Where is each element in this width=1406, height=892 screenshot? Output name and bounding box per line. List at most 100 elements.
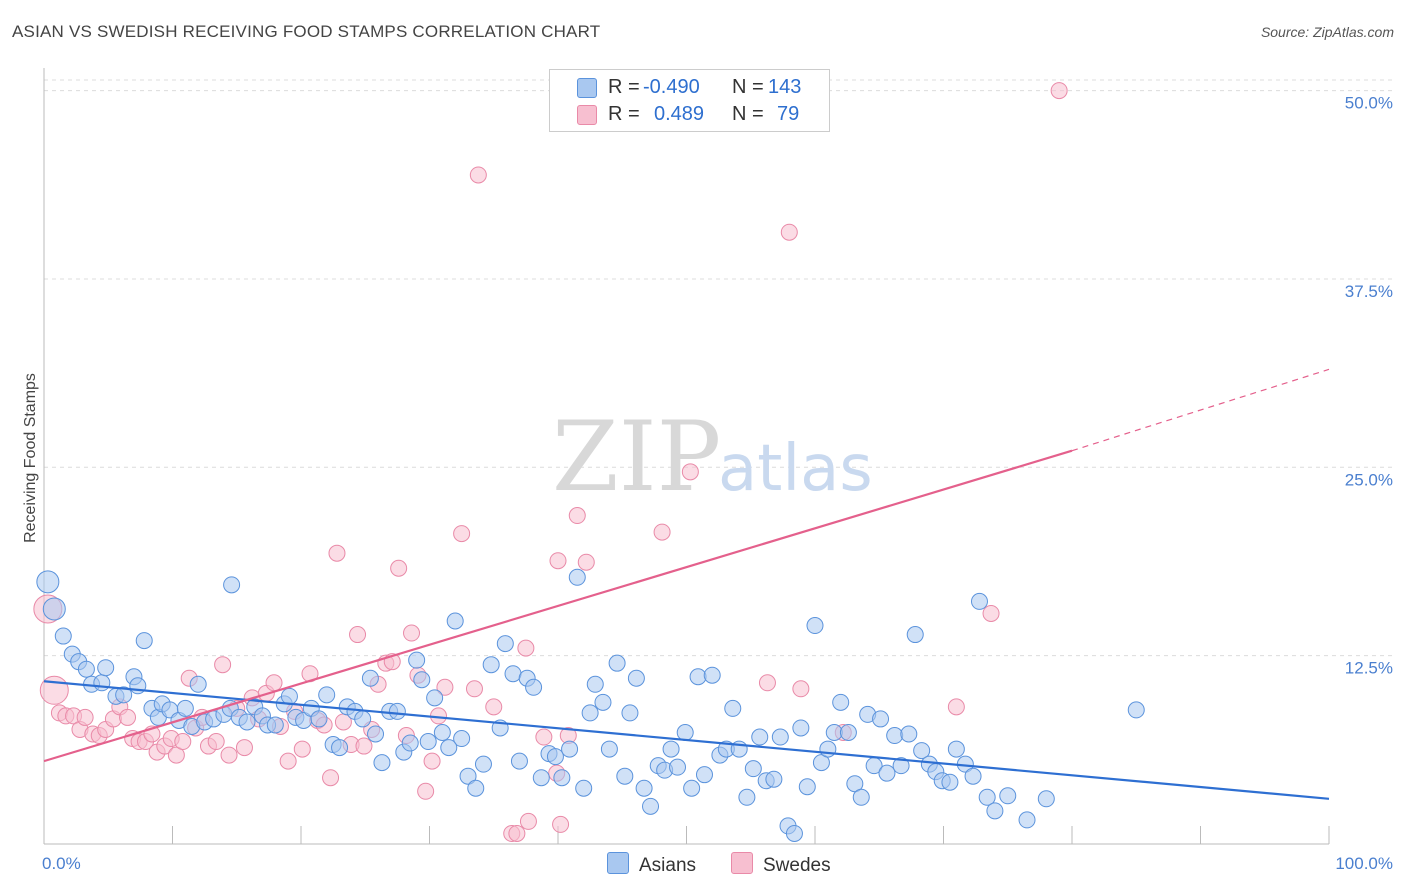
asian-point [525, 678, 543, 696]
asian-point [318, 686, 336, 704]
swedes-legend-label: Swedes [763, 855, 831, 876]
asian-point [419, 733, 437, 751]
swede-point [653, 523, 671, 541]
legend-n-value: 79 [777, 103, 800, 125]
x-tick-label: 0.0% [42, 854, 81, 873]
asian-point [616, 767, 634, 785]
x-tick-labels: 0.0% 100.0% [42, 854, 1393, 873]
legend-n-label: N = [732, 76, 764, 98]
swede-point [1050, 82, 1068, 100]
y-tick-labels: 12.5% 25.0% 37.5% 50.0% [1345, 94, 1393, 678]
asian-point [806, 617, 824, 635]
swede-point [549, 552, 567, 570]
asian-point [459, 767, 477, 785]
swede-point [235, 739, 253, 757]
swede-point [207, 733, 225, 751]
asian-point [354, 710, 372, 728]
legend-n-value: 143 [768, 76, 802, 98]
asians-swatch [577, 78, 597, 98]
asian-point [586, 675, 604, 693]
asian-point [408, 651, 426, 669]
asian-point [433, 723, 451, 741]
asian-point [401, 734, 419, 752]
swede-point [780, 223, 798, 241]
y-tick-label: 25.0% [1345, 470, 1393, 489]
asian-point [1037, 790, 1055, 808]
swede-point [982, 604, 1000, 622]
swedes-legend-swatch [731, 852, 753, 874]
asians-points [36, 568, 1145, 842]
asian-point [765, 770, 783, 788]
swede-point [322, 769, 340, 787]
asian-point [906, 626, 924, 644]
swede-point [465, 680, 483, 698]
swede-point [519, 812, 537, 830]
swede-point [485, 698, 503, 716]
asian-point [695, 766, 713, 784]
asian-point [892, 757, 910, 775]
asian-point [1127, 701, 1145, 719]
swedes-points [33, 82, 1068, 842]
asian-point [999, 787, 1017, 805]
asian-point [878, 764, 896, 782]
asian-point [467, 779, 485, 797]
asian-point [189, 675, 207, 693]
asian-point [93, 674, 111, 692]
asian-point [635, 779, 653, 797]
asian-point [361, 669, 379, 687]
asian-point [54, 627, 72, 645]
asian-point [744, 760, 762, 778]
asian-point [426, 689, 444, 707]
swede-point [214, 656, 232, 674]
asian-point [367, 725, 385, 743]
watermark: ZIP atlas [552, 401, 873, 513]
asian-point [266, 716, 284, 734]
asians-legend-label: Asians [639, 855, 697, 876]
asian-point [581, 704, 599, 722]
swede-point [265, 674, 283, 692]
asians-trend-line [43, 680, 1330, 800]
asian-point [310, 710, 328, 728]
asian-point [970, 592, 988, 610]
asian-point [832, 693, 850, 711]
swede-point [436, 678, 454, 696]
asian-point [689, 668, 707, 686]
asian-point [553, 769, 571, 787]
asian-point [798, 778, 816, 796]
asian-point [238, 713, 256, 731]
asian-point [964, 767, 982, 785]
asian-point [839, 723, 857, 741]
swede-point [517, 639, 535, 657]
asian-point [482, 656, 500, 674]
asian-point [42, 597, 66, 621]
swede-point [220, 746, 238, 764]
asian-point [331, 739, 349, 757]
swede-point [792, 680, 810, 698]
asian-point [568, 568, 586, 586]
swede-point [568, 507, 586, 525]
swede-point [328, 544, 346, 562]
watermark-zip: ZIP [552, 401, 721, 513]
legend-n-label: N = [732, 103, 764, 125]
asian-point [872, 710, 890, 728]
swedes-swatch [577, 105, 597, 125]
y-tick-label: 37.5% [1345, 282, 1393, 301]
legend-r-value: -0.490 [643, 76, 700, 98]
swede-point [403, 624, 421, 642]
asian-point [388, 702, 406, 720]
asian-point [852, 788, 870, 806]
asian-point [532, 769, 550, 787]
asian-point [413, 671, 431, 689]
asian-point [785, 824, 803, 842]
x-tick-label: 100.0% [1335, 854, 1393, 873]
asian-point [176, 699, 194, 717]
swede-point [417, 782, 435, 800]
y-axis-label: Receiving Food Stamps [22, 373, 39, 543]
legend-row-swedes: R = 0.489 N = 79 [550, 101, 829, 127]
asian-point [669, 758, 687, 776]
swede-point [681, 463, 699, 481]
asian-point [594, 693, 612, 711]
asian-point [446, 612, 464, 630]
swede-point [349, 626, 367, 644]
asian-point [886, 727, 904, 745]
